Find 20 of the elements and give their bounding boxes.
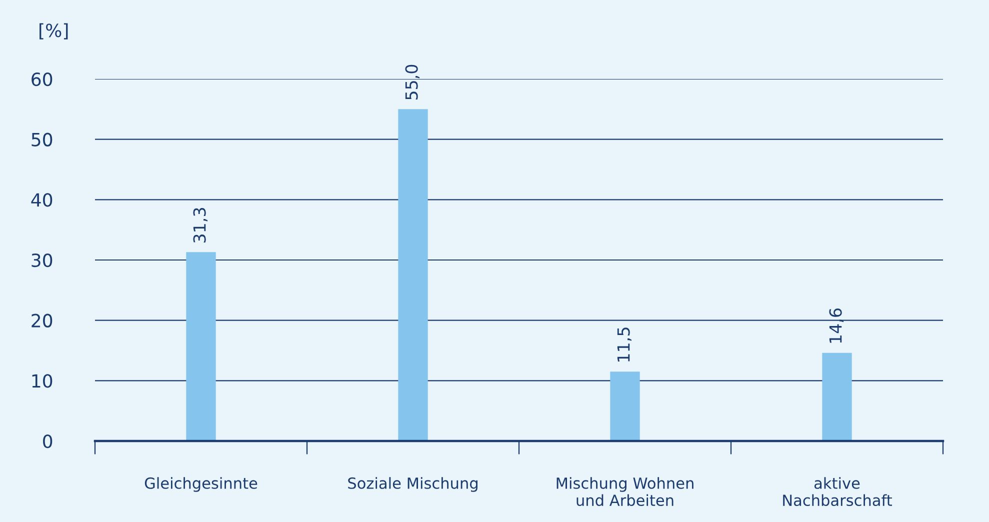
data-label: 31,3 — [193, 208, 208, 243]
y-tick-label: 10 — [32, 374, 52, 388]
y-tick-label: 0 — [43, 434, 52, 448]
data-label: 14,6 — [829, 308, 844, 343]
bar — [822, 352, 852, 441]
x-tick-label: Soziale Mischung — [348, 477, 478, 492]
bar — [398, 109, 428, 441]
y-tick-label: 50 — [32, 132, 52, 146]
y-tick-label: 40 — [31, 193, 52, 207]
x-tick-label: Gleichgesinnte — [144, 477, 258, 492]
data-label: 11,5 — [617, 328, 632, 362]
x-tick-label: Mischung Wohnen und Arbeiten — [556, 477, 694, 506]
y-axis-title: [%] — [40, 23, 68, 40]
y-tick-label: 20 — [32, 314, 52, 328]
bar — [610, 372, 640, 441]
y-tick-label: 30 — [32, 253, 52, 268]
data-label: 55,0 — [405, 64, 420, 100]
x-tick-label: aktive Nachbarschaft — [783, 477, 892, 506]
y-tick-label: 60 — [32, 72, 52, 86]
bar — [186, 252, 216, 441]
